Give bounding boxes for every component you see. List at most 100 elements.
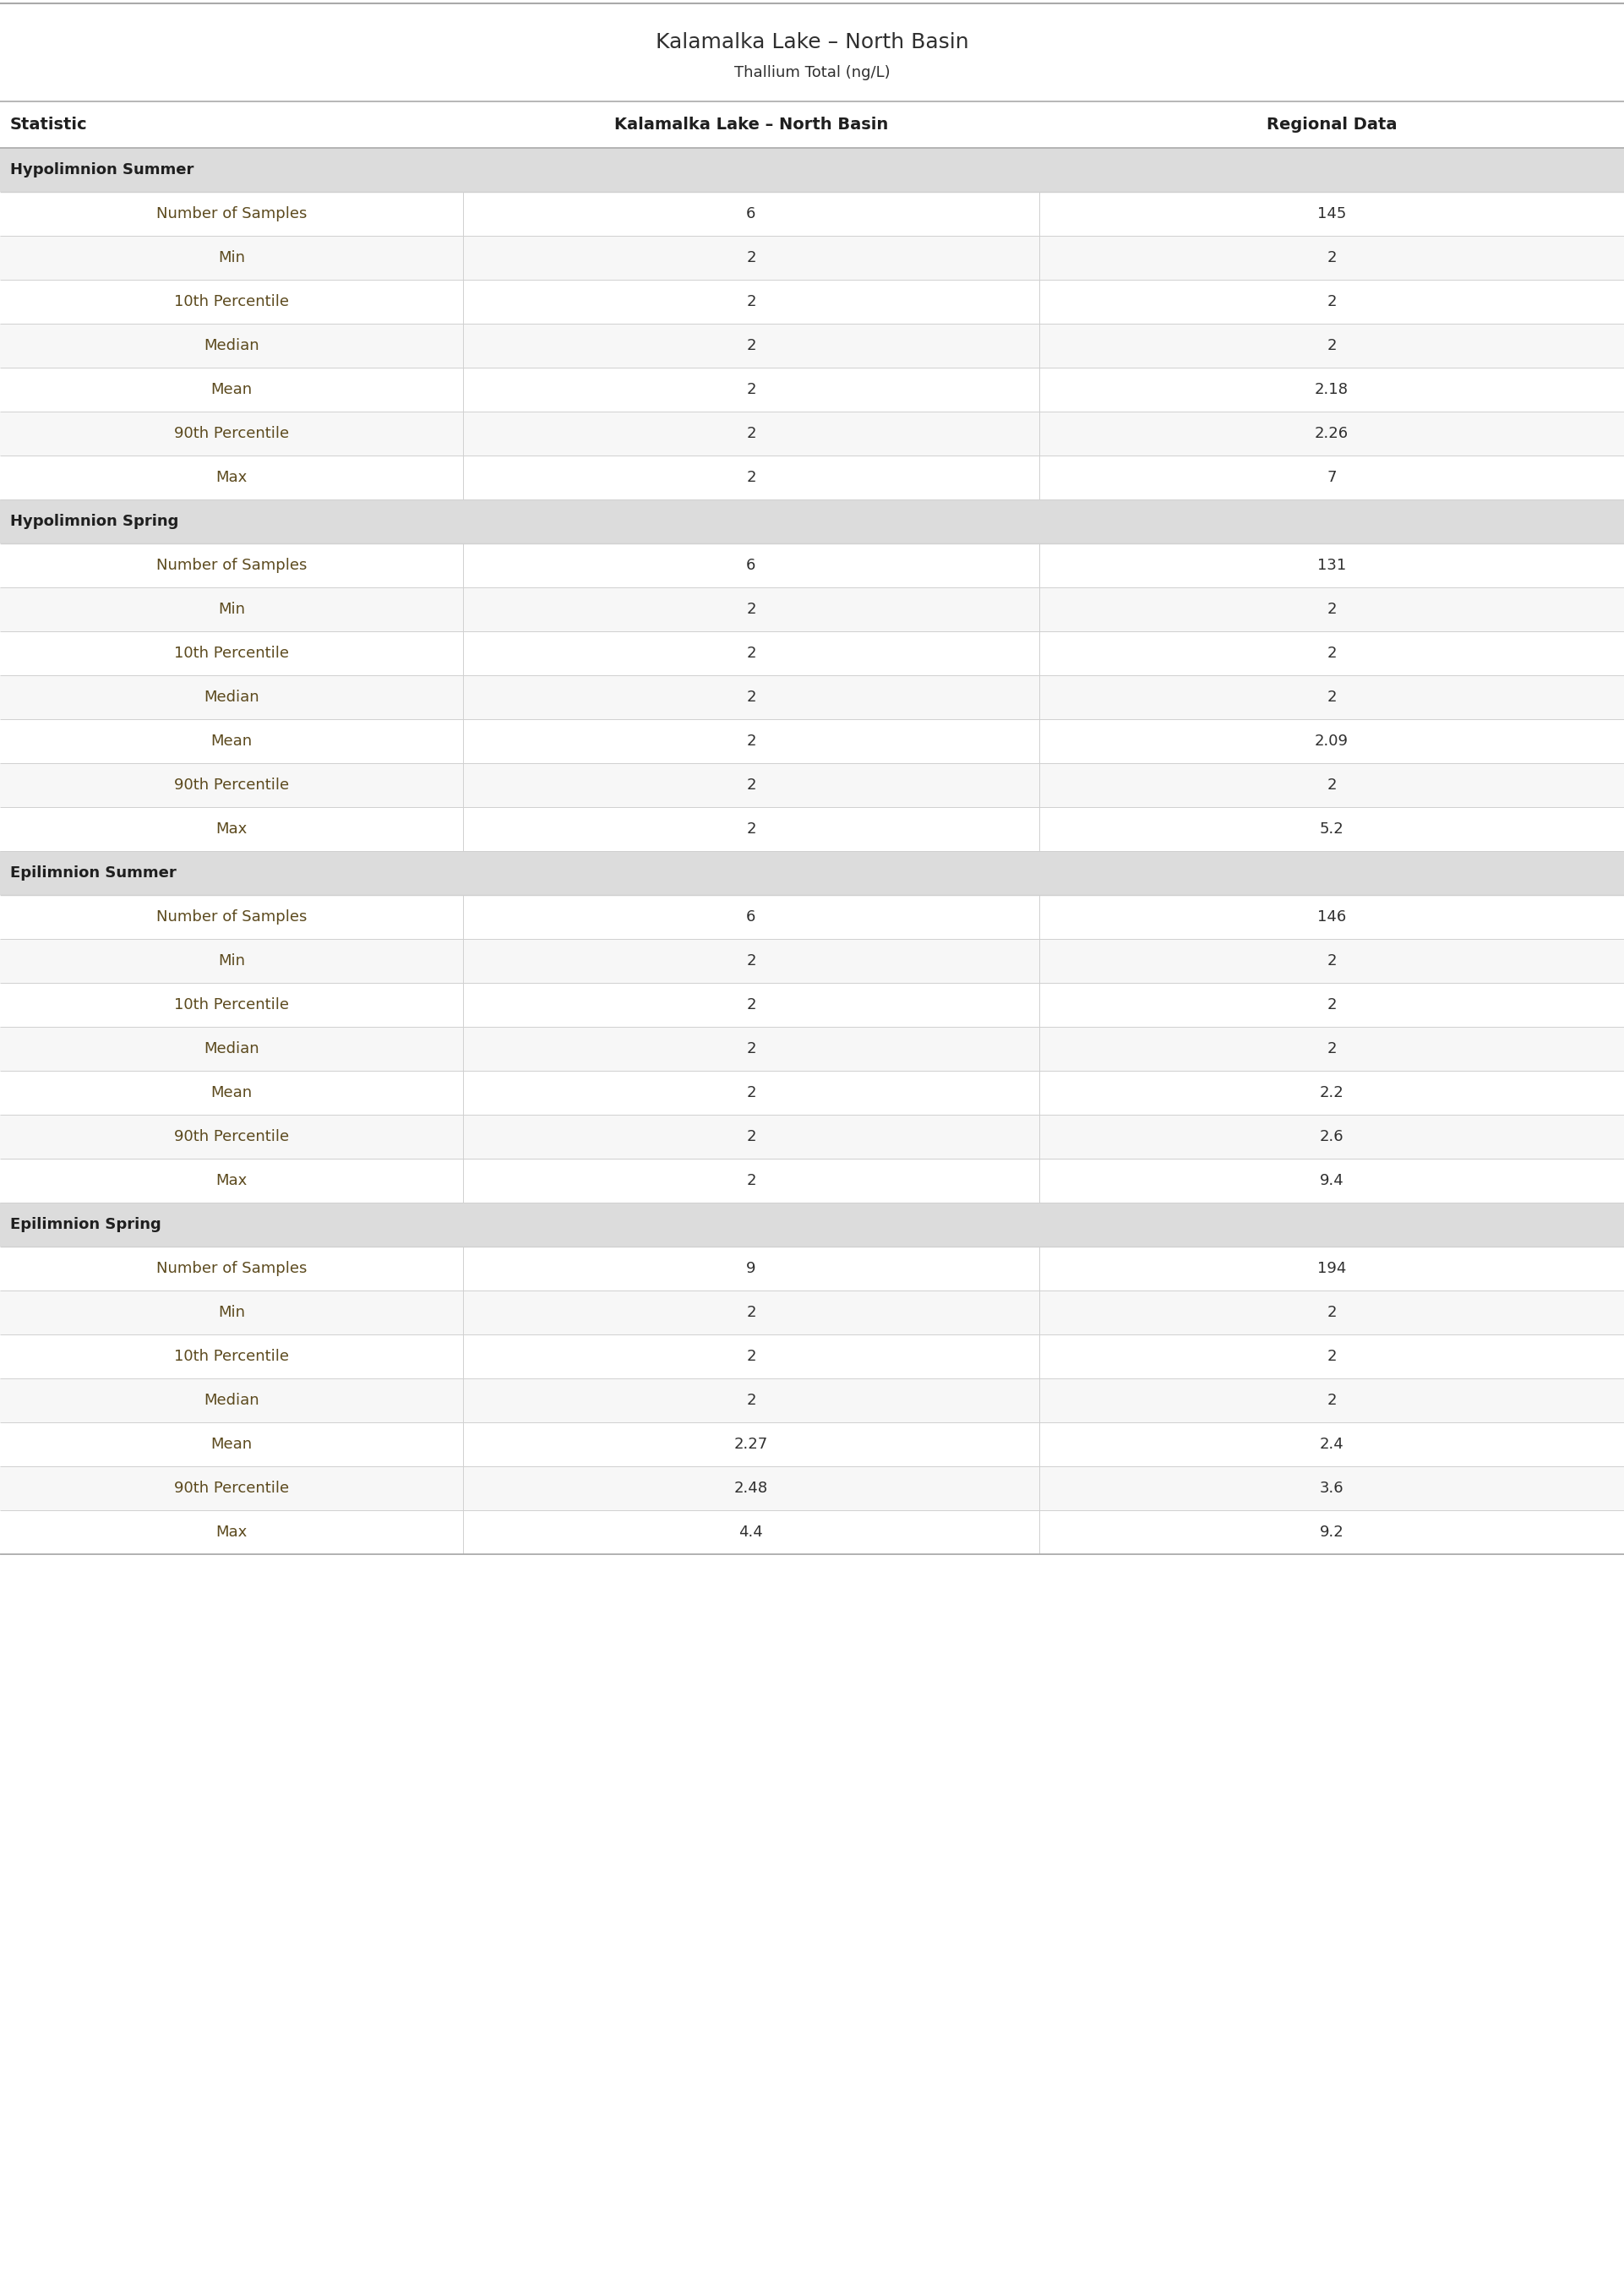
FancyBboxPatch shape [0,1378,1624,1423]
Text: 2: 2 [1327,295,1337,309]
Text: 90th Percentile: 90th Percentile [174,1480,289,1496]
Text: 6: 6 [747,207,755,222]
FancyBboxPatch shape [0,1203,1624,1246]
FancyBboxPatch shape [0,720,1624,763]
Text: 2.4: 2.4 [1320,1437,1343,1453]
Text: 2: 2 [747,1305,755,1321]
FancyBboxPatch shape [0,193,1624,236]
Text: 2: 2 [1327,1042,1337,1056]
Text: Kalamalka Lake – North Basin: Kalamalka Lake – North Basin [614,116,888,132]
Text: 2: 2 [747,645,755,661]
Text: 5.2: 5.2 [1320,822,1343,838]
FancyBboxPatch shape [0,1335,1624,1378]
FancyBboxPatch shape [0,1071,1624,1115]
Text: 10th Percentile: 10th Percentile [174,645,289,661]
Text: Number of Samples: Number of Samples [156,910,307,924]
Text: 9.2: 9.2 [1320,1525,1343,1539]
Text: Median: Median [203,1042,260,1056]
Text: 4.4: 4.4 [739,1525,763,1539]
Text: 2: 2 [747,381,755,397]
Text: 10th Percentile: 10th Percentile [174,295,289,309]
Text: 90th Percentile: 90th Percentile [174,1128,289,1144]
Text: Mean: Mean [211,1437,252,1453]
Text: 2.26: 2.26 [1315,427,1348,440]
Text: 2: 2 [747,1128,755,1144]
Text: Mean: Mean [211,733,252,749]
FancyBboxPatch shape [0,279,1624,325]
Text: 2: 2 [747,1174,755,1187]
Text: 2.09: 2.09 [1315,733,1348,749]
Text: 2: 2 [747,822,755,838]
FancyBboxPatch shape [0,1115,1624,1158]
Text: Regional Data: Regional Data [1267,116,1397,132]
Text: Statistic: Statistic [10,116,88,132]
Text: 6: 6 [747,558,755,572]
FancyBboxPatch shape [0,808,1624,851]
Text: 2: 2 [747,427,755,440]
FancyBboxPatch shape [0,588,1624,631]
Text: Hypolimnion Spring: Hypolimnion Spring [10,513,179,529]
Text: 2: 2 [747,1394,755,1407]
FancyBboxPatch shape [0,631,1624,674]
Text: 9: 9 [747,1260,755,1276]
Text: Hypolimnion Summer: Hypolimnion Summer [10,161,193,177]
Text: Median: Median [203,338,260,354]
FancyBboxPatch shape [0,1466,1624,1510]
Text: Epilimnion Spring: Epilimnion Spring [10,1217,161,1233]
Text: 9.4: 9.4 [1320,1174,1343,1187]
Text: 2: 2 [747,1348,755,1364]
Text: 90th Percentile: 90th Percentile [174,779,289,792]
FancyBboxPatch shape [0,1510,1624,1555]
Text: 2: 2 [1327,602,1337,617]
FancyBboxPatch shape [0,1423,1624,1466]
Text: 2.27: 2.27 [734,1437,768,1453]
FancyBboxPatch shape [0,763,1624,808]
FancyBboxPatch shape [0,236,1624,279]
Text: 2: 2 [747,997,755,1012]
FancyBboxPatch shape [0,1026,1624,1071]
Text: Median: Median [203,1394,260,1407]
Text: 2: 2 [1327,338,1337,354]
Text: 3.6: 3.6 [1320,1480,1343,1496]
Text: 2: 2 [747,602,755,617]
Text: 6: 6 [747,910,755,924]
Text: 2: 2 [747,338,755,354]
FancyBboxPatch shape [0,851,1624,894]
Text: Median: Median [203,690,260,704]
Text: 145: 145 [1317,207,1346,222]
Text: Kalamalka Lake – North Basin: Kalamalka Lake – North Basin [656,32,968,52]
Text: 2: 2 [747,733,755,749]
Text: 2: 2 [747,779,755,792]
Text: 2.6: 2.6 [1320,1128,1343,1144]
Text: Epilimnion Summer: Epilimnion Summer [10,865,177,881]
FancyBboxPatch shape [0,148,1624,193]
FancyBboxPatch shape [0,543,1624,588]
Text: 2: 2 [747,1042,755,1056]
FancyBboxPatch shape [0,894,1624,940]
Text: Thallium Total (ng/L): Thallium Total (ng/L) [734,66,890,82]
Text: 2: 2 [1327,645,1337,661]
Text: Min: Min [218,1305,245,1321]
FancyBboxPatch shape [0,940,1624,983]
FancyBboxPatch shape [0,1158,1624,1203]
Text: 194: 194 [1317,1260,1346,1276]
FancyBboxPatch shape [0,456,1624,499]
Text: 2: 2 [1327,690,1337,704]
Text: Number of Samples: Number of Samples [156,558,307,572]
Text: 2: 2 [1327,779,1337,792]
Text: 2: 2 [1327,250,1337,266]
FancyBboxPatch shape [0,674,1624,720]
Text: 2: 2 [1327,1348,1337,1364]
FancyBboxPatch shape [0,1246,1624,1292]
Text: 2: 2 [1327,997,1337,1012]
Text: 90th Percentile: 90th Percentile [174,427,289,440]
Text: Mean: Mean [211,381,252,397]
Text: Min: Min [218,250,245,266]
FancyBboxPatch shape [0,983,1624,1026]
Text: 2: 2 [747,690,755,704]
Text: 2.18: 2.18 [1315,381,1348,397]
Text: Max: Max [216,1174,247,1187]
FancyBboxPatch shape [0,499,1624,543]
Text: 2: 2 [747,295,755,309]
Text: 2: 2 [1327,1394,1337,1407]
